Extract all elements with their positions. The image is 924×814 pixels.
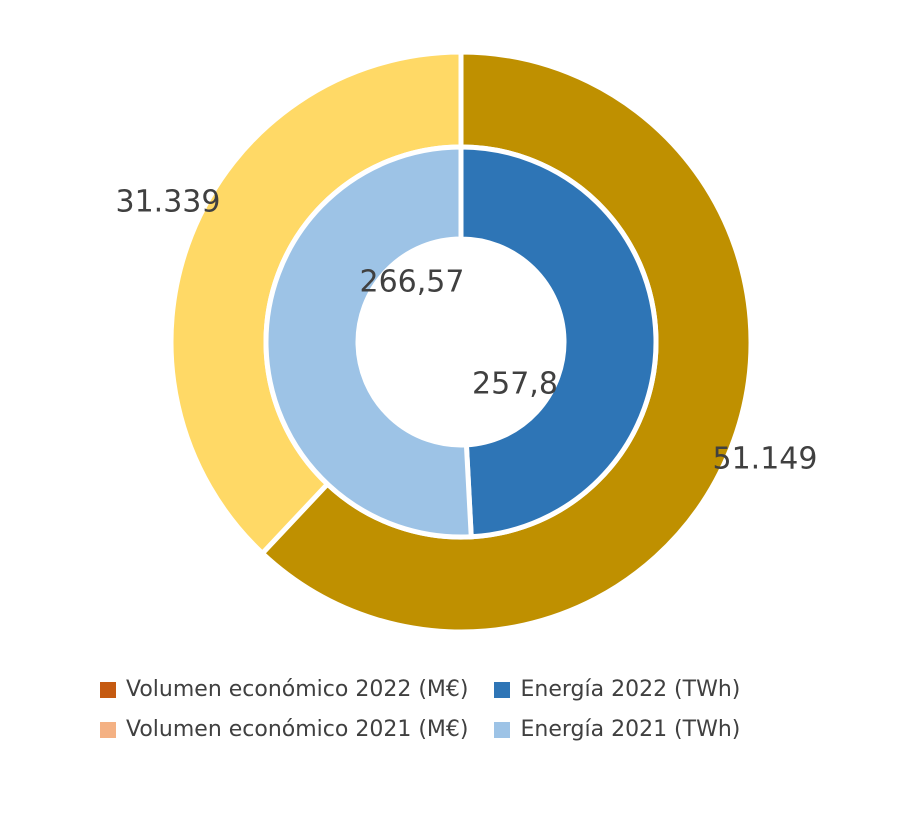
legend: Volumen económico 2022 (M€) Energía 2022… [100,675,740,745]
legend-item-volumen-2022: Volumen económico 2022 (M€) [100,675,468,705]
data-label-inner-257-8: 257,8 [472,367,558,402]
legend-label-volumen-2021: Volumen económico 2021 (M€) [126,715,468,745]
inner-ring [266,147,656,537]
legend-swatch-volumen-2021 [100,722,116,738]
legend-item-energia-2022: Energía 2022 (TWh) [494,675,740,705]
legend-label-energia-2021: Energía 2021 (TWh) [520,715,740,745]
outer-ring [171,52,751,632]
legend-swatch-energia-2021 [494,722,510,738]
legend-label-volumen-2022: Volumen económico 2022 (M€) [126,675,468,705]
data-label-outer-31339: 31.339 [116,185,221,220]
legend-item-energia-2021: Energía 2021 (TWh) [494,715,740,745]
data-label-inner-266-57: 266,57 [360,265,465,300]
legend-swatch-volumen-2022 [100,682,116,698]
legend-item-volumen-2021: Volumen económico 2021 (M€) [100,715,468,745]
legend-label-energia-2022: Energía 2022 (TWh) [520,675,740,705]
data-label-outer-51149: 51.149 [713,442,818,477]
legend-swatch-energia-2022 [494,682,510,698]
